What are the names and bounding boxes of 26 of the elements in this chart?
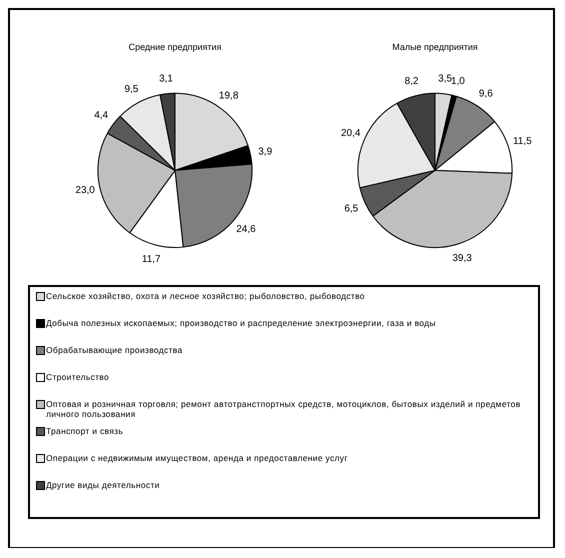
data-label: 8,2	[404, 76, 419, 88]
data-label: 19,8	[218, 90, 239, 102]
data-label: 4,4	[94, 110, 109, 122]
data-label: 20,4	[340, 128, 361, 140]
data-label: 39,3	[452, 253, 472, 264]
data-label: 23,0	[75, 185, 96, 196]
data-label: 24,6	[236, 224, 256, 235]
data-label: 3,1	[159, 73, 174, 84]
legend-label: Оптовая и розничная торговля; ремонт автотранстпортных средств, мотоциклов, бытовых изделий и предметов личного пользования	[46, 399, 522, 419]
data-label: 3,9	[258, 146, 273, 158]
chart-title: Средние предприятия	[128, 42, 222, 52]
data-label: 1,0	[450, 76, 466, 87]
data-label: 6,5	[344, 204, 359, 215]
legend-label: Другие виды деятельности	[46, 480, 160, 490]
legend-label: Добыча полезных ископаемых; производство и распределение электроэнергии, газа и воды	[46, 318, 436, 328]
data-label: 9,6	[478, 88, 494, 100]
legend-label: Сельское хозяйство, охота и лесное хозяйство; рыболовство, рыбоводство	[46, 291, 365, 301]
data-label: 11,7	[142, 254, 162, 266]
legend-label: Строительство	[46, 372, 110, 382]
legend-label: Обрабатывающие производства	[46, 345, 183, 355]
legend-label: Транспорт и связь	[46, 426, 124, 436]
data-label: 11,5	[512, 136, 532, 147]
data-label: 9,5	[124, 84, 139, 96]
data-label: 3,5	[438, 74, 452, 85]
legend-label: Операции с недвижимым имуществом, аренда и предоставление услуг	[46, 453, 348, 463]
chart-title: Малые предприятия	[392, 42, 478, 52]
